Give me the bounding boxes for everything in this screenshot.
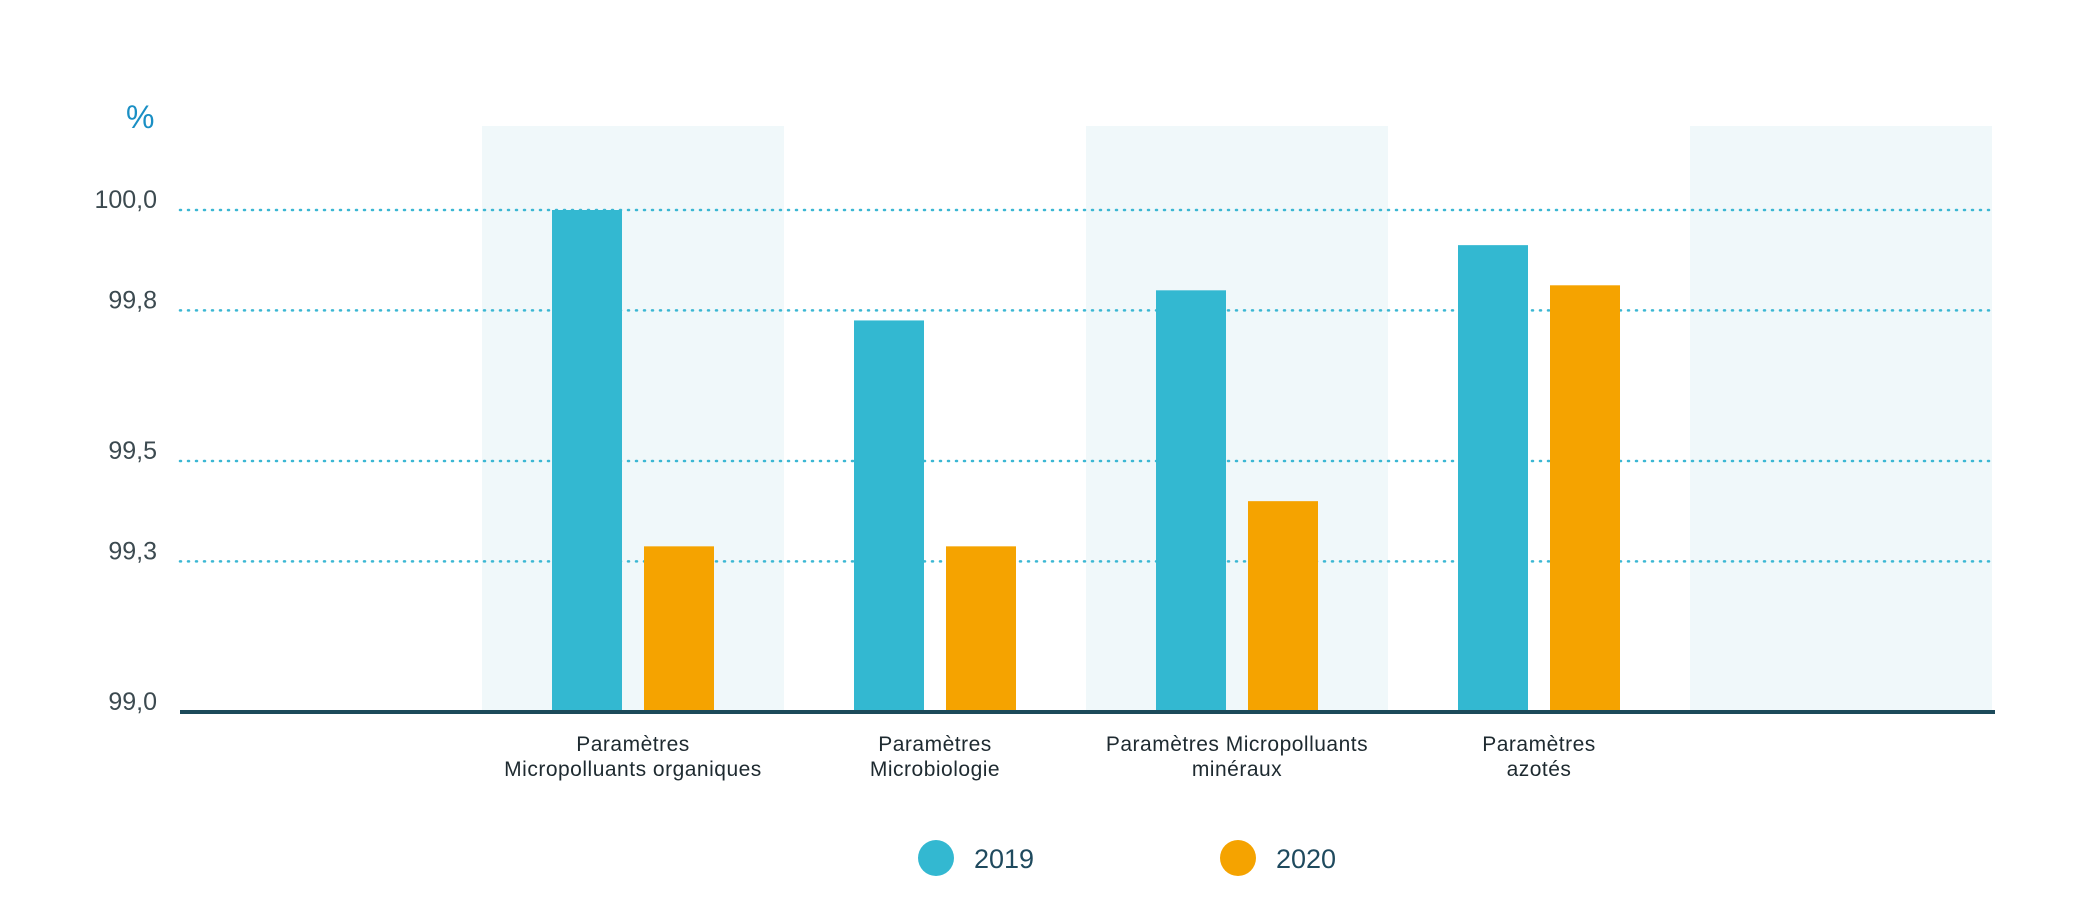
bar-2019-2: [1156, 290, 1226, 712]
x-tick-label-line: minéraux: [1192, 758, 1282, 781]
y-tick-label: 99,3: [108, 537, 157, 565]
gridlines: [178, 208, 1997, 563]
x-tick-label-line: Paramètres: [878, 733, 992, 756]
legend-swatch: [918, 840, 954, 876]
bars: [552, 210, 1620, 712]
x-tick-label-line: Paramètres: [576, 733, 690, 756]
y-tick-label: 99,8: [108, 286, 157, 314]
y-axis-ticks: 99,0 99,3 99,5 99,8 100,0: [94, 186, 157, 716]
x-tick-label-line: Paramètres Micropolluants: [1106, 733, 1368, 756]
bar-2020-3: [1550, 285, 1620, 712]
category-bands: [482, 126, 1992, 712]
x-tick-label-line: Micropolluants organiques: [504, 758, 762, 781]
y-tick-label: 99,5: [108, 437, 157, 465]
category-band-1: [1086, 126, 1388, 712]
legend-item-2020: 2020: [1220, 840, 1336, 876]
category-band-0: [482, 126, 784, 712]
x-tick-label-line: Microbiologie: [870, 758, 1000, 781]
legend-swatch: [1220, 840, 1256, 876]
legend: 2019 2020: [918, 840, 1336, 876]
legend-label: 2020: [1276, 844, 1336, 874]
y-axis-unit: %: [126, 99, 154, 135]
y-tick-label: 99,0: [108, 688, 157, 716]
x-tick-label-line: azotés: [1507, 758, 1572, 781]
bar-2020-0: [644, 546, 714, 712]
x-tick-label-line: Paramètres: [1482, 733, 1596, 756]
bar-2020-2: [1248, 501, 1318, 712]
y-tick-label: 100,0: [94, 186, 157, 214]
bar-2019-3: [1458, 245, 1528, 712]
bar-2020-1: [946, 546, 1016, 712]
legend-item-2019: 2019: [918, 840, 1034, 876]
bar-2019-0: [552, 210, 622, 712]
bar-2019-1: [854, 320, 924, 712]
category-band-2: [1690, 126, 1992, 712]
legend-label: 2019: [974, 844, 1034, 874]
